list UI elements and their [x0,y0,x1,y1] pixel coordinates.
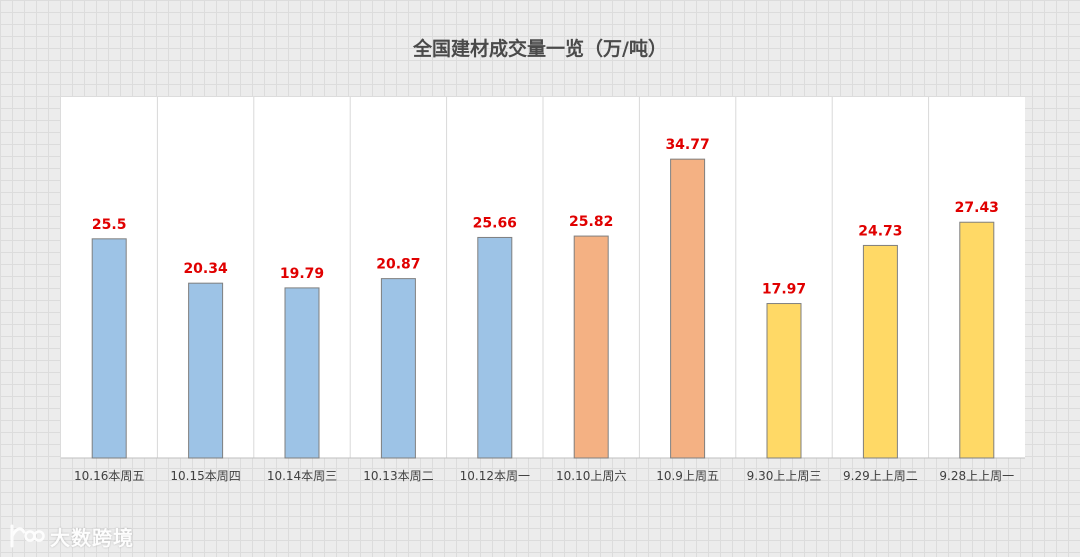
chart-title: 全国建材成交量一览（万/吨） [413,38,667,60]
value-label-3: 20.87 [376,257,420,273]
x-tick-label-1: 10.15本周四 [170,469,240,483]
bar-6 [670,158,706,459]
bar-0 [91,238,127,459]
brand-logo-icon [10,524,45,548]
value-label-6: 34.77 [665,137,709,153]
value-label-5: 25.82 [569,214,613,230]
x-tick-label-7: 9.30上上周三 [747,469,822,483]
value-label-2: 19.79 [280,266,324,282]
x-tick-label-9: 9.28上上周一 [939,469,1014,483]
x-tick-label-0: 10.16本周五 [74,469,144,483]
x-tick-label-4: 10.12本周一 [460,469,530,483]
bar-9 [959,221,995,459]
watermark-text: 大数跨境 [50,525,134,550]
bar-1 [188,282,224,459]
value-label-8: 24.73 [858,223,902,239]
bar-5 [573,235,609,459]
value-label-4: 25.66 [473,215,517,231]
value-label-0: 25.5 [92,217,127,233]
x-tick-label-6: 10.9上周五 [656,469,719,483]
bar-4 [477,236,513,459]
bar-3 [380,278,416,459]
value-label-7: 17.97 [762,282,806,298]
value-label-1: 20.34 [183,261,228,277]
bar-8 [862,244,898,459]
watermark-logo: 大数跨境 [8,520,134,552]
bar-7 [766,303,802,459]
bar-2 [284,287,320,459]
x-tick-label-8: 9.29上上周二 [843,469,918,483]
x-tick-label-2: 10.14本周三 [267,469,337,483]
x-tick-label-5: 10.10上周六 [556,469,626,483]
x-tick-label-3: 10.13本周二 [363,469,433,483]
value-label-9: 27.43 [955,200,999,216]
